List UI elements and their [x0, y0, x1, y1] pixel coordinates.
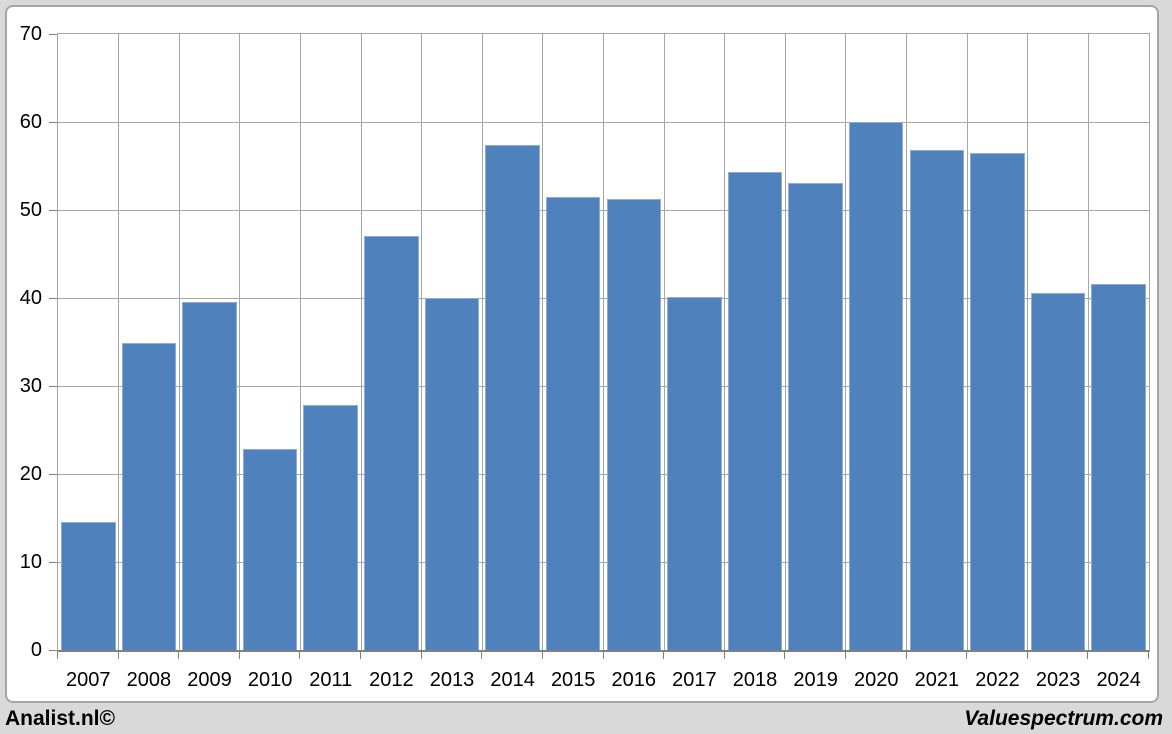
bar-2014 — [485, 144, 540, 650]
bar-2015 — [545, 196, 601, 650]
gridline-v-16 — [1027, 34, 1029, 650]
bar-2007 — [61, 521, 116, 650]
bar-2023 — [1030, 292, 1086, 650]
bar-2019 — [788, 182, 843, 650]
footer-bar: Analist.nl© Valuespectrum.com — [0, 703, 1172, 734]
x-tick-mark-1 — [117, 652, 119, 659]
gridline-v-15 — [966, 34, 968, 650]
y-tick-label-20: 20 — [19, 463, 42, 485]
gridline-v-5 — [360, 34, 362, 650]
x-tick-mark-14 — [905, 652, 907, 659]
y-tick-label-30: 30 — [19, 375, 42, 397]
x-tick-mark-18 — [1148, 652, 1149, 659]
gridline-v-12 — [784, 34, 786, 650]
x-tick-mark-13 — [844, 652, 846, 659]
y-tick-label-0: 0 — [30, 639, 42, 661]
y-tick-label-10: 10 — [19, 551, 42, 573]
gridline-v-2 — [178, 34, 180, 650]
x-tick-mark-6 — [420, 652, 422, 659]
x-tick-mark-16 — [1026, 652, 1028, 659]
x-tick-mark-7 — [481, 652, 483, 659]
brand-valuespectrum: Valuespectrum.com — [964, 706, 1163, 730]
gridline-v-1 — [118, 34, 120, 650]
x-tick-label-2009: 2009 — [187, 669, 232, 691]
bar-2013 — [424, 298, 480, 650]
bar-2017 — [667, 297, 722, 650]
x-tick-label-2008: 2008 — [126, 669, 172, 691]
gridline-v-7 — [481, 34, 483, 650]
bar-2018 — [727, 172, 783, 650]
y-tick-label-60: 60 — [19, 111, 42, 133]
gridline-v-6 — [421, 34, 423, 650]
gridline-v-11 — [724, 34, 726, 650]
x-tick-label-2021: 2021 — [914, 669, 960, 691]
x-tick-mark-8 — [541, 652, 543, 659]
y-tick-mark-50 — [49, 210, 57, 211]
brand-analist: Analist.nl© — [5, 706, 115, 730]
gridline-v-8 — [542, 34, 544, 650]
gridline-v-10 — [663, 34, 665, 650]
x-tick-mark-3 — [238, 652, 240, 659]
y-tick-mark-60 — [49, 122, 57, 123]
bar-2009 — [182, 301, 237, 650]
x-tick-label-2013: 2013 — [429, 669, 475, 691]
x-tick-mark-2 — [178, 652, 180, 659]
x-tick-mark-17 — [1087, 652, 1089, 659]
x-tick-label-2015: 2015 — [550, 669, 596, 691]
x-tick-mark-4 — [299, 652, 301, 659]
bar-2008 — [121, 342, 177, 650]
bar-2011 — [303, 405, 358, 650]
y-tick-mark-10 — [49, 562, 57, 563]
x-tick-label-2024: 2024 — [1096, 669, 1141, 691]
gridline-v-13 — [845, 34, 847, 650]
gridline-v-4 — [299, 34, 301, 650]
y-tick-mark-70 — [49, 34, 57, 35]
x-tick-label-2019: 2019 — [793, 669, 838, 691]
gridline-v-14 — [906, 34, 908, 650]
x-tick-label-2012: 2012 — [369, 669, 414, 691]
x-tick-label-2010: 2010 — [247, 669, 293, 691]
x-tick-mark-12 — [784, 652, 786, 659]
x-tick-label-2017: 2017 — [672, 669, 717, 691]
x-tick-label-2020: 2020 — [854, 669, 899, 691]
bar-2024 — [1091, 283, 1146, 650]
bar-2022 — [970, 152, 1025, 650]
bar-2016 — [606, 199, 662, 650]
bar-2010 — [242, 449, 298, 650]
gridline-v-3 — [239, 34, 241, 650]
y-tick-mark-30 — [49, 386, 57, 387]
y-tick-mark-0 — [49, 650, 57, 651]
x-tick-label-2007: 2007 — [66, 669, 111, 691]
y-tick-mark-40 — [49, 298, 57, 299]
y-tick-mark-20 — [49, 474, 57, 475]
bar-2020 — [848, 122, 904, 650]
x-tick-mark-5 — [360, 652, 362, 659]
x-tick-label-2022: 2022 — [975, 669, 1020, 691]
gridline-v-17 — [1087, 34, 1089, 650]
x-tick-mark-9 — [602, 652, 604, 659]
x-tick-label-2016: 2016 — [611, 669, 657, 691]
bar-2021 — [909, 150, 965, 650]
y-tick-label-70: 70 — [19, 23, 42, 45]
y-tick-label-50: 50 — [19, 199, 42, 221]
x-tick-mark-10 — [663, 652, 665, 659]
plot-area — [57, 33, 1150, 652]
y-tick-label-40: 40 — [19, 287, 42, 309]
x-tick-mark-11 — [723, 652, 725, 659]
x-tick-label-2023: 2023 — [1035, 669, 1081, 691]
x-tick-mark-15 — [966, 652, 968, 659]
x-tick-mark-0 — [57, 652, 58, 659]
x-tick-label-2014: 2014 — [490, 669, 535, 691]
x-tick-label-2011: 2011 — [309, 669, 353, 691]
gridline-v-9 — [603, 34, 604, 650]
x-tick-label-2018: 2018 — [732, 669, 778, 691]
bar-2012 — [364, 236, 419, 650]
